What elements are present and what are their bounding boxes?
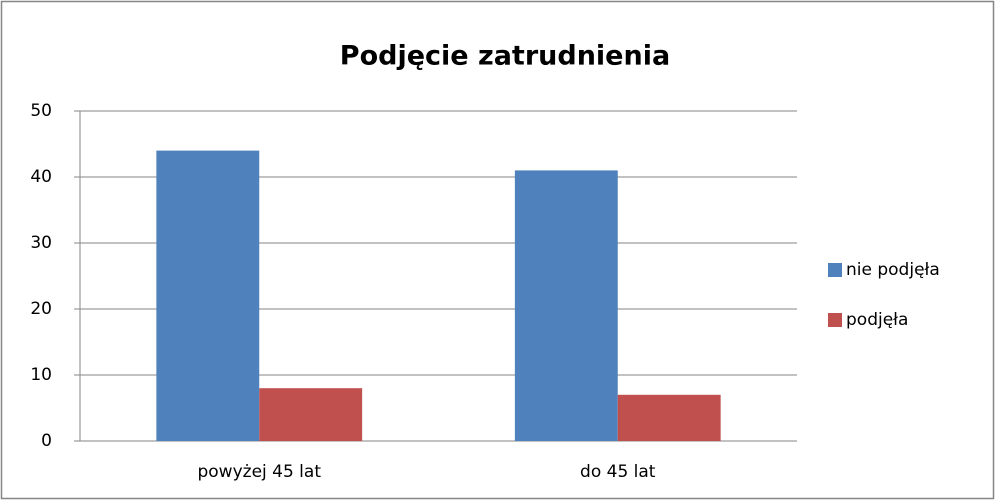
bar (514, 170, 618, 441)
bar (156, 150, 260, 441)
bar (259, 388, 363, 441)
y-tick-label: 40 (30, 167, 52, 187)
legend-label: nie podjęła (846, 260, 940, 280)
x-tick-label: powyżej 45 lat (197, 462, 321, 482)
legend-swatch (828, 313, 842, 327)
y-tick-label: 10 (30, 365, 52, 385)
chart-title: Podjęcie zatrudnienia (340, 41, 670, 72)
y-tick-label: 50 (30, 101, 52, 121)
legend-swatch (828, 263, 842, 277)
y-tick-label: 0 (41, 431, 52, 451)
bar (617, 394, 721, 441)
y-tick-label: 30 (30, 233, 52, 253)
legend-label: podjęła (846, 310, 908, 330)
x-tick-label: do 45 lat (580, 462, 656, 482)
y-tick-label: 20 (30, 299, 52, 319)
